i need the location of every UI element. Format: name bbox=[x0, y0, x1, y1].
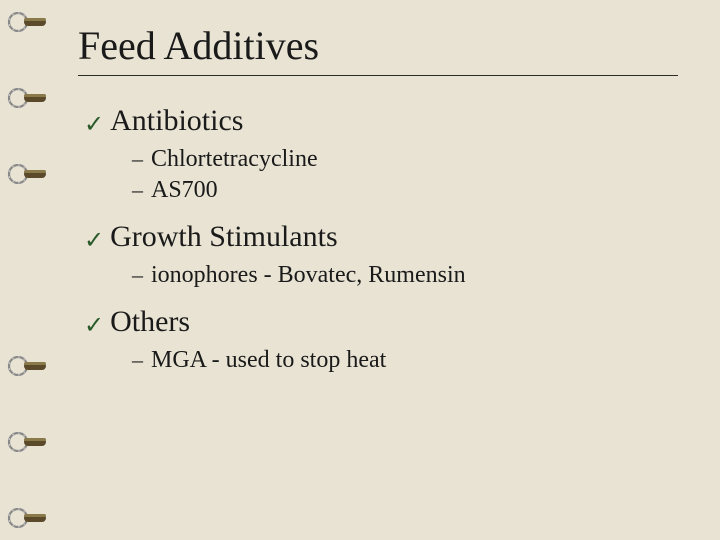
ring-icon bbox=[4, 356, 52, 376]
list-item: – ionophores - Bovatec, Rumensin bbox=[132, 262, 680, 289]
section-growth: ✓ Growth Stimulants – ionophores - Bovat… bbox=[78, 220, 680, 289]
section-title: Growth Stimulants bbox=[110, 220, 338, 254]
ring-icon bbox=[4, 508, 52, 528]
ring-icon bbox=[4, 12, 52, 32]
section-antibiotics: ✓ Antibiotics – Chlortetracycline – AS70… bbox=[78, 104, 680, 204]
check-icon: ✓ bbox=[84, 314, 104, 338]
sub-item-text: Chlortetracycline bbox=[151, 146, 318, 173]
dash-icon: – bbox=[132, 146, 143, 172]
list-item: – Chlortetracycline bbox=[132, 146, 680, 173]
sub-list: – ionophores - Bovatec, Rumensin bbox=[132, 262, 680, 289]
list-item: – AS700 bbox=[132, 177, 680, 204]
sub-list: – MGA - used to stop heat bbox=[132, 347, 680, 374]
section-title: Antibiotics bbox=[110, 104, 243, 138]
ring-icon bbox=[4, 432, 52, 452]
section-header: ✓ Others bbox=[84, 305, 680, 339]
slide-content: Feed Additives ✓ Antibiotics – Chlortetr… bbox=[78, 22, 680, 390]
check-icon: ✓ bbox=[84, 113, 104, 137]
ring-icon bbox=[4, 164, 52, 184]
dash-icon: – bbox=[132, 177, 143, 203]
list-item: – MGA - used to stop heat bbox=[132, 347, 680, 374]
binder-rings bbox=[0, 0, 60, 540]
section-header: ✓ Antibiotics bbox=[84, 104, 680, 138]
slide-title: Feed Additives bbox=[78, 22, 680, 69]
dash-icon: – bbox=[132, 262, 143, 288]
sub-item-text: AS700 bbox=[151, 177, 218, 204]
dash-icon: – bbox=[132, 347, 143, 373]
section-title: Others bbox=[110, 305, 190, 339]
check-icon: ✓ bbox=[84, 229, 104, 253]
sub-list: – Chlortetracycline – AS700 bbox=[132, 146, 680, 204]
title-underline bbox=[78, 75, 678, 76]
ring-icon bbox=[4, 88, 52, 108]
section-header: ✓ Growth Stimulants bbox=[84, 220, 680, 254]
section-others: ✓ Others – MGA - used to stop heat bbox=[78, 305, 680, 374]
sub-item-text: ionophores - Bovatec, Rumensin bbox=[151, 262, 466, 289]
sub-item-text: MGA - used to stop heat bbox=[151, 347, 386, 374]
